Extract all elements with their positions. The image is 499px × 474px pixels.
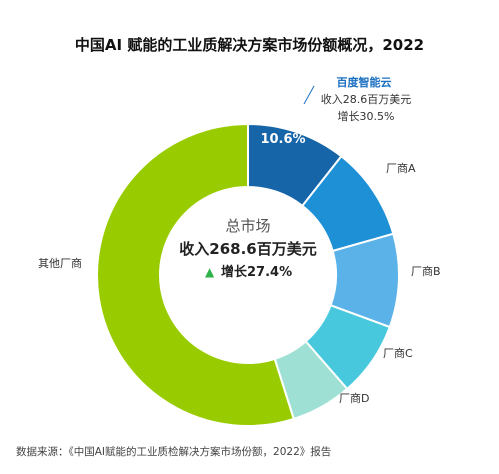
center-growth-arrow: ▲: [205, 265, 215, 279]
legend-label-vendor-c: 厂商C: [383, 346, 413, 360]
brand-callout-name: 百度智能云: [337, 75, 392, 89]
brand-callout-growth: 增长30.5%: [338, 109, 395, 123]
legend-label-vendor-b: 厂商B: [411, 264, 441, 278]
legend-label-others: 其他厂商: [38, 256, 82, 270]
donut-slice-5: [96, 122, 296, 427]
center-total-market: 总市场: [225, 217, 270, 235]
center-growth: 增长27.4%: [221, 264, 292, 280]
legend-label-vendor-d: 厂商D: [339, 391, 369, 405]
center-total-revenue: 收入268.6百万美元: [179, 240, 316, 258]
brand-leader-line: [303, 85, 315, 105]
donut-slices: [96, 122, 400, 427]
slice-percent-label: 10.6%: [260, 132, 305, 147]
brand-callout-revenue: 收入28.6百万美元: [321, 92, 412, 106]
data-source-note: 数据来源：《中国AI赋能的工业质检解决方案市场份额，2022》报告: [16, 446, 332, 458]
legend-label-vendor-a: 厂商A: [386, 161, 416, 175]
chart-title: 中国AI 赋能的工业质解决方案市场份额概况，2022: [74, 36, 425, 54]
